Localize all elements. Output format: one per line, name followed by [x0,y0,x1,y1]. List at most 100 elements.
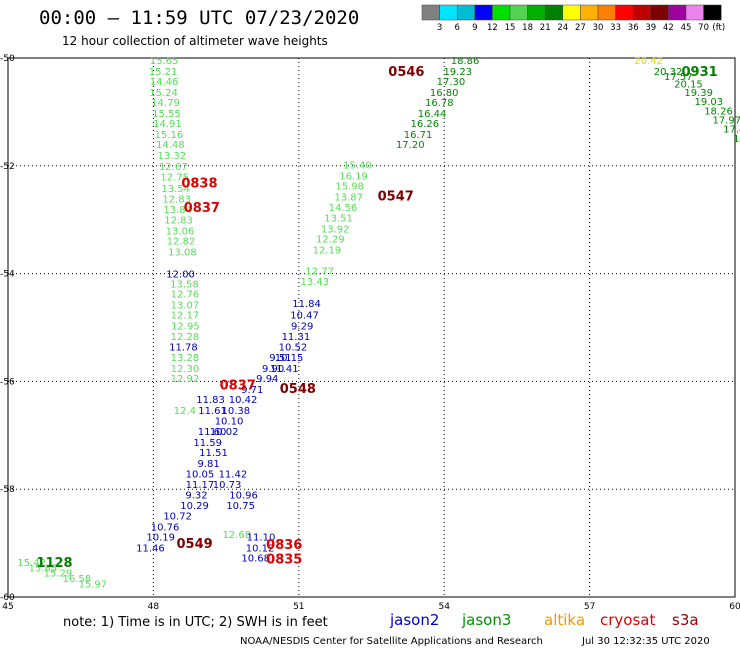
wave-height-label: 12.29 [316,235,345,246]
colorbar-swatch [509,4,528,21]
wave-height-label: 12.82 [167,237,196,248]
wave-height-label: 12.28 [171,332,200,343]
colorbar-swatch [544,4,564,21]
legend-entry: s3a [672,611,699,629]
colorbar-unit: (ft) [712,23,725,33]
colorbar: 3 6 9 12 15 18 21 24 27 30 33 36 39 42 45 70 (ft) [421,4,725,33]
y-tick-label: -50 [0,54,15,64]
wave-height-label: 11.78 [169,342,198,353]
wave-height-label: 12.17 [171,311,200,322]
x-tick-label: 51 [293,602,304,612]
wave-height-label: 10.52 [279,342,308,353]
wave-height-label: 12.30 [171,364,200,375]
wave-height-label: 15.29 [44,569,73,580]
legend-entry: cryosat [600,611,655,629]
x-tick-label: 48 [148,602,160,612]
wave-height-label: 11.41 [270,364,299,375]
pass-time-label: 0931 [682,65,718,80]
satellite-legend: jason2 jason3 altika cryosat s3a [389,611,699,629]
colorbar-swatch [439,4,458,21]
legend-entry: altika [544,611,585,629]
colorbar-level: 70 [698,23,709,33]
wave-height-label: 20.42 [634,56,663,67]
colorbar-level: 30 [593,23,604,33]
colorbar-swatch [703,4,722,21]
colorbar-swatch [580,4,599,21]
wave-height-label: 12.68 [222,530,251,541]
colorbar-level: 15 [505,23,516,33]
colorbar-level: 18 [522,23,533,33]
chart-title: 00:00 – 11:59 UTC 07/23/2020 [39,7,359,29]
wave-height-label: 10.96 [229,491,258,502]
wave-height-label: 16.58 [63,574,92,585]
wave-height-label: 16.80 [430,88,459,99]
wave-height-label: 16.44 [418,109,447,120]
axis-ticks: 45 48 51 54 57 60 -50 -52 -54 -56 -58 -60 [0,54,740,612]
wave-height-label: 11.83 [196,395,225,406]
wave-height-label: 10.38 [221,406,250,417]
wave-height-label: 18.86 [451,56,480,67]
grid [8,58,735,597]
wave-height-label: 13.92 [321,224,350,235]
wave-height-label: 19.23 [443,67,472,78]
wave-height-label: 15.16 [155,130,184,141]
wave-height-label: 12.76 [171,290,200,301]
wave-height-label: 13.84 [163,205,192,216]
data-points: 15.6515.2114.4615.2414.7915.5514.9115.16… [17,56,740,590]
colorbar-swatch [456,4,476,21]
legend-entry: jason2 [389,611,439,629]
colorbar-level: 39 [645,23,656,33]
wave-height-label: 10.42 [229,395,258,406]
colorbar-level: 6 [454,23,459,33]
wave-height-label: 16.19 [339,172,368,183]
wave-height-label: 10.02 [210,427,239,438]
colorbar-level: 21 [540,23,551,33]
wave-height-label: 13.08 [168,248,197,259]
wave-height-label: 11.46 [136,543,165,554]
y-tick-label: -58 [0,485,15,495]
colorbar-level: 12 [487,23,498,33]
wave-height-label: 13.28 [171,353,200,364]
colorbar-level: 33 [610,23,621,33]
colorbar-swatch [474,4,493,21]
wave-height-label: 9.51 [269,353,291,364]
wave-height-label: 15.40 [343,161,372,172]
wave-height-label: 15.21 [149,67,178,78]
wave-height-label: 13.32 [157,151,186,162]
wave-height-label: 10.15 [275,353,304,364]
colorbar-level: 24 [557,23,568,33]
wave-height-label: 9.32 [185,491,207,502]
colorbar-swatch [685,4,704,21]
wave-height-label: 14.46 [150,77,179,88]
legend-entry: jason3 [461,611,511,629]
note-text: note: 1) Time is in UTC; 2) SWH is in fe… [63,615,328,630]
wave-height-label: 12.4 [174,406,196,417]
wave-height-label: 12.19 [313,245,342,256]
wave-height-label: 14.56 [329,203,358,214]
wave-height-label: 18.26 [704,106,733,117]
wave-height-label: 11.59 [193,438,222,449]
colorbar-swatch [597,4,616,21]
wave-height-label: 12.00 [166,270,195,281]
wave-height-label: 12.95 [171,321,200,332]
wave-height-label: 10.19 [146,533,175,544]
x-tick-label: 45 [2,602,13,612]
wave-height-label: 12.77 [305,266,334,277]
wave-height-label: 10.12 [246,543,275,554]
wave-height-label: 11.51 [199,448,228,459]
colorbar-level: 36 [628,23,639,33]
credit-text: NOAA/NESDIS Center for Satellite Applica… [240,636,543,647]
colorbar-swatch [527,4,546,21]
wave-height-label: 13.58 [170,279,199,290]
pass-time-label: 0838 [181,177,217,192]
wave-height-label: 11.42 [219,470,248,481]
wave-height-label: 10.75 [226,501,255,512]
wave-height-label: 14.48 [156,140,185,151]
wave-height-label: 16.26 [410,119,439,130]
wave-height-label: 17.20 [396,140,425,151]
wave-height-label: 14.91 [153,119,182,130]
wave-height-label: 20.15 [674,79,703,90]
timestamp-text: Jul 30 12:32:35 UTC 2020 [581,636,710,647]
colorbar-level: 45 [681,23,692,33]
